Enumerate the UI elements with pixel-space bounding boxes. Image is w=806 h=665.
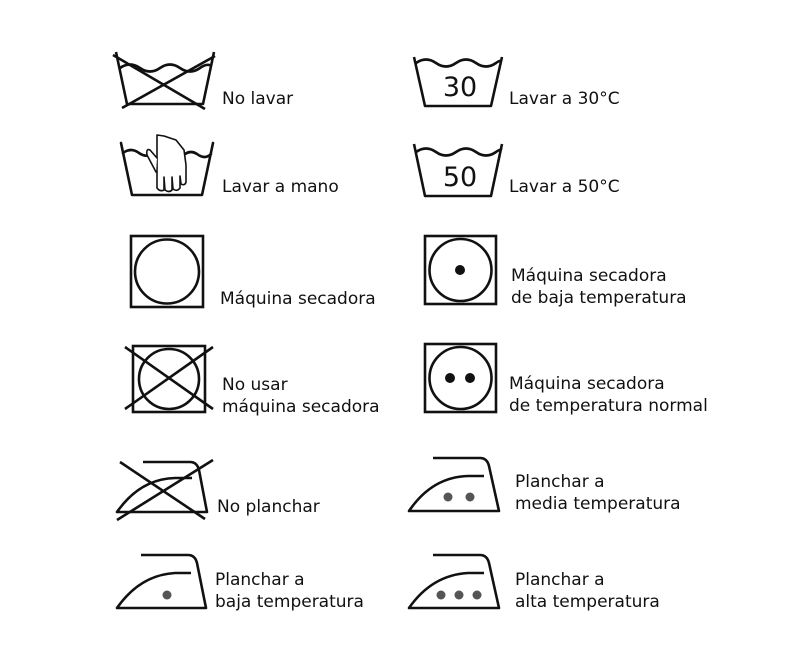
tumble-dry-normal-label-2: de temperatura normal — [509, 396, 708, 416]
dot-icon — [472, 590, 482, 600]
tumble-dry-low-label-1: Máquina secadora — [511, 266, 667, 286]
dot-icon — [455, 265, 465, 275]
no-tumble-dry-label-2: máquina secadora — [222, 397, 380, 417]
wash-50-number: 50 — [443, 162, 477, 193]
tumble-dry-normal-label-1: Máquina secadora — [509, 374, 665, 394]
iron-medium-label-1: Planchar a — [515, 472, 605, 492]
dot-icon — [454, 590, 464, 600]
iron-low-label-2: baja temperatura — [215, 592, 364, 612]
dot-icon — [162, 590, 172, 600]
no-wash-label: No lavar — [222, 89, 294, 109]
iron-high-label-1: Planchar a — [515, 570, 605, 590]
wash-30-number: 30 — [443, 72, 477, 103]
dot-icon — [436, 590, 446, 600]
hand-wash-label: Lavar a mano — [222, 177, 339, 197]
dot-icon — [445, 373, 455, 383]
iron-medium-label-2: media temperatura — [515, 494, 681, 514]
iron-low-label-1: Planchar a — [215, 570, 305, 590]
tumble-dry-label: Máquina secadora — [220, 289, 376, 309]
dot-icon — [465, 492, 475, 502]
wash-30-label: Lavar a 30°C — [509, 89, 620, 109]
tumble-dry-low-label-2: de baja temperatura — [511, 288, 687, 308]
iron-high-label-2: alta temperatura — [515, 592, 660, 612]
dot-icon — [443, 492, 453, 502]
no-tumble-dry-label-1: No usar — [222, 375, 288, 395]
no-iron-label: No planchar — [217, 497, 320, 517]
wash-50-label: Lavar a 50°C — [509, 177, 620, 197]
hand-icon — [146, 134, 187, 193]
dot-icon — [465, 373, 475, 383]
